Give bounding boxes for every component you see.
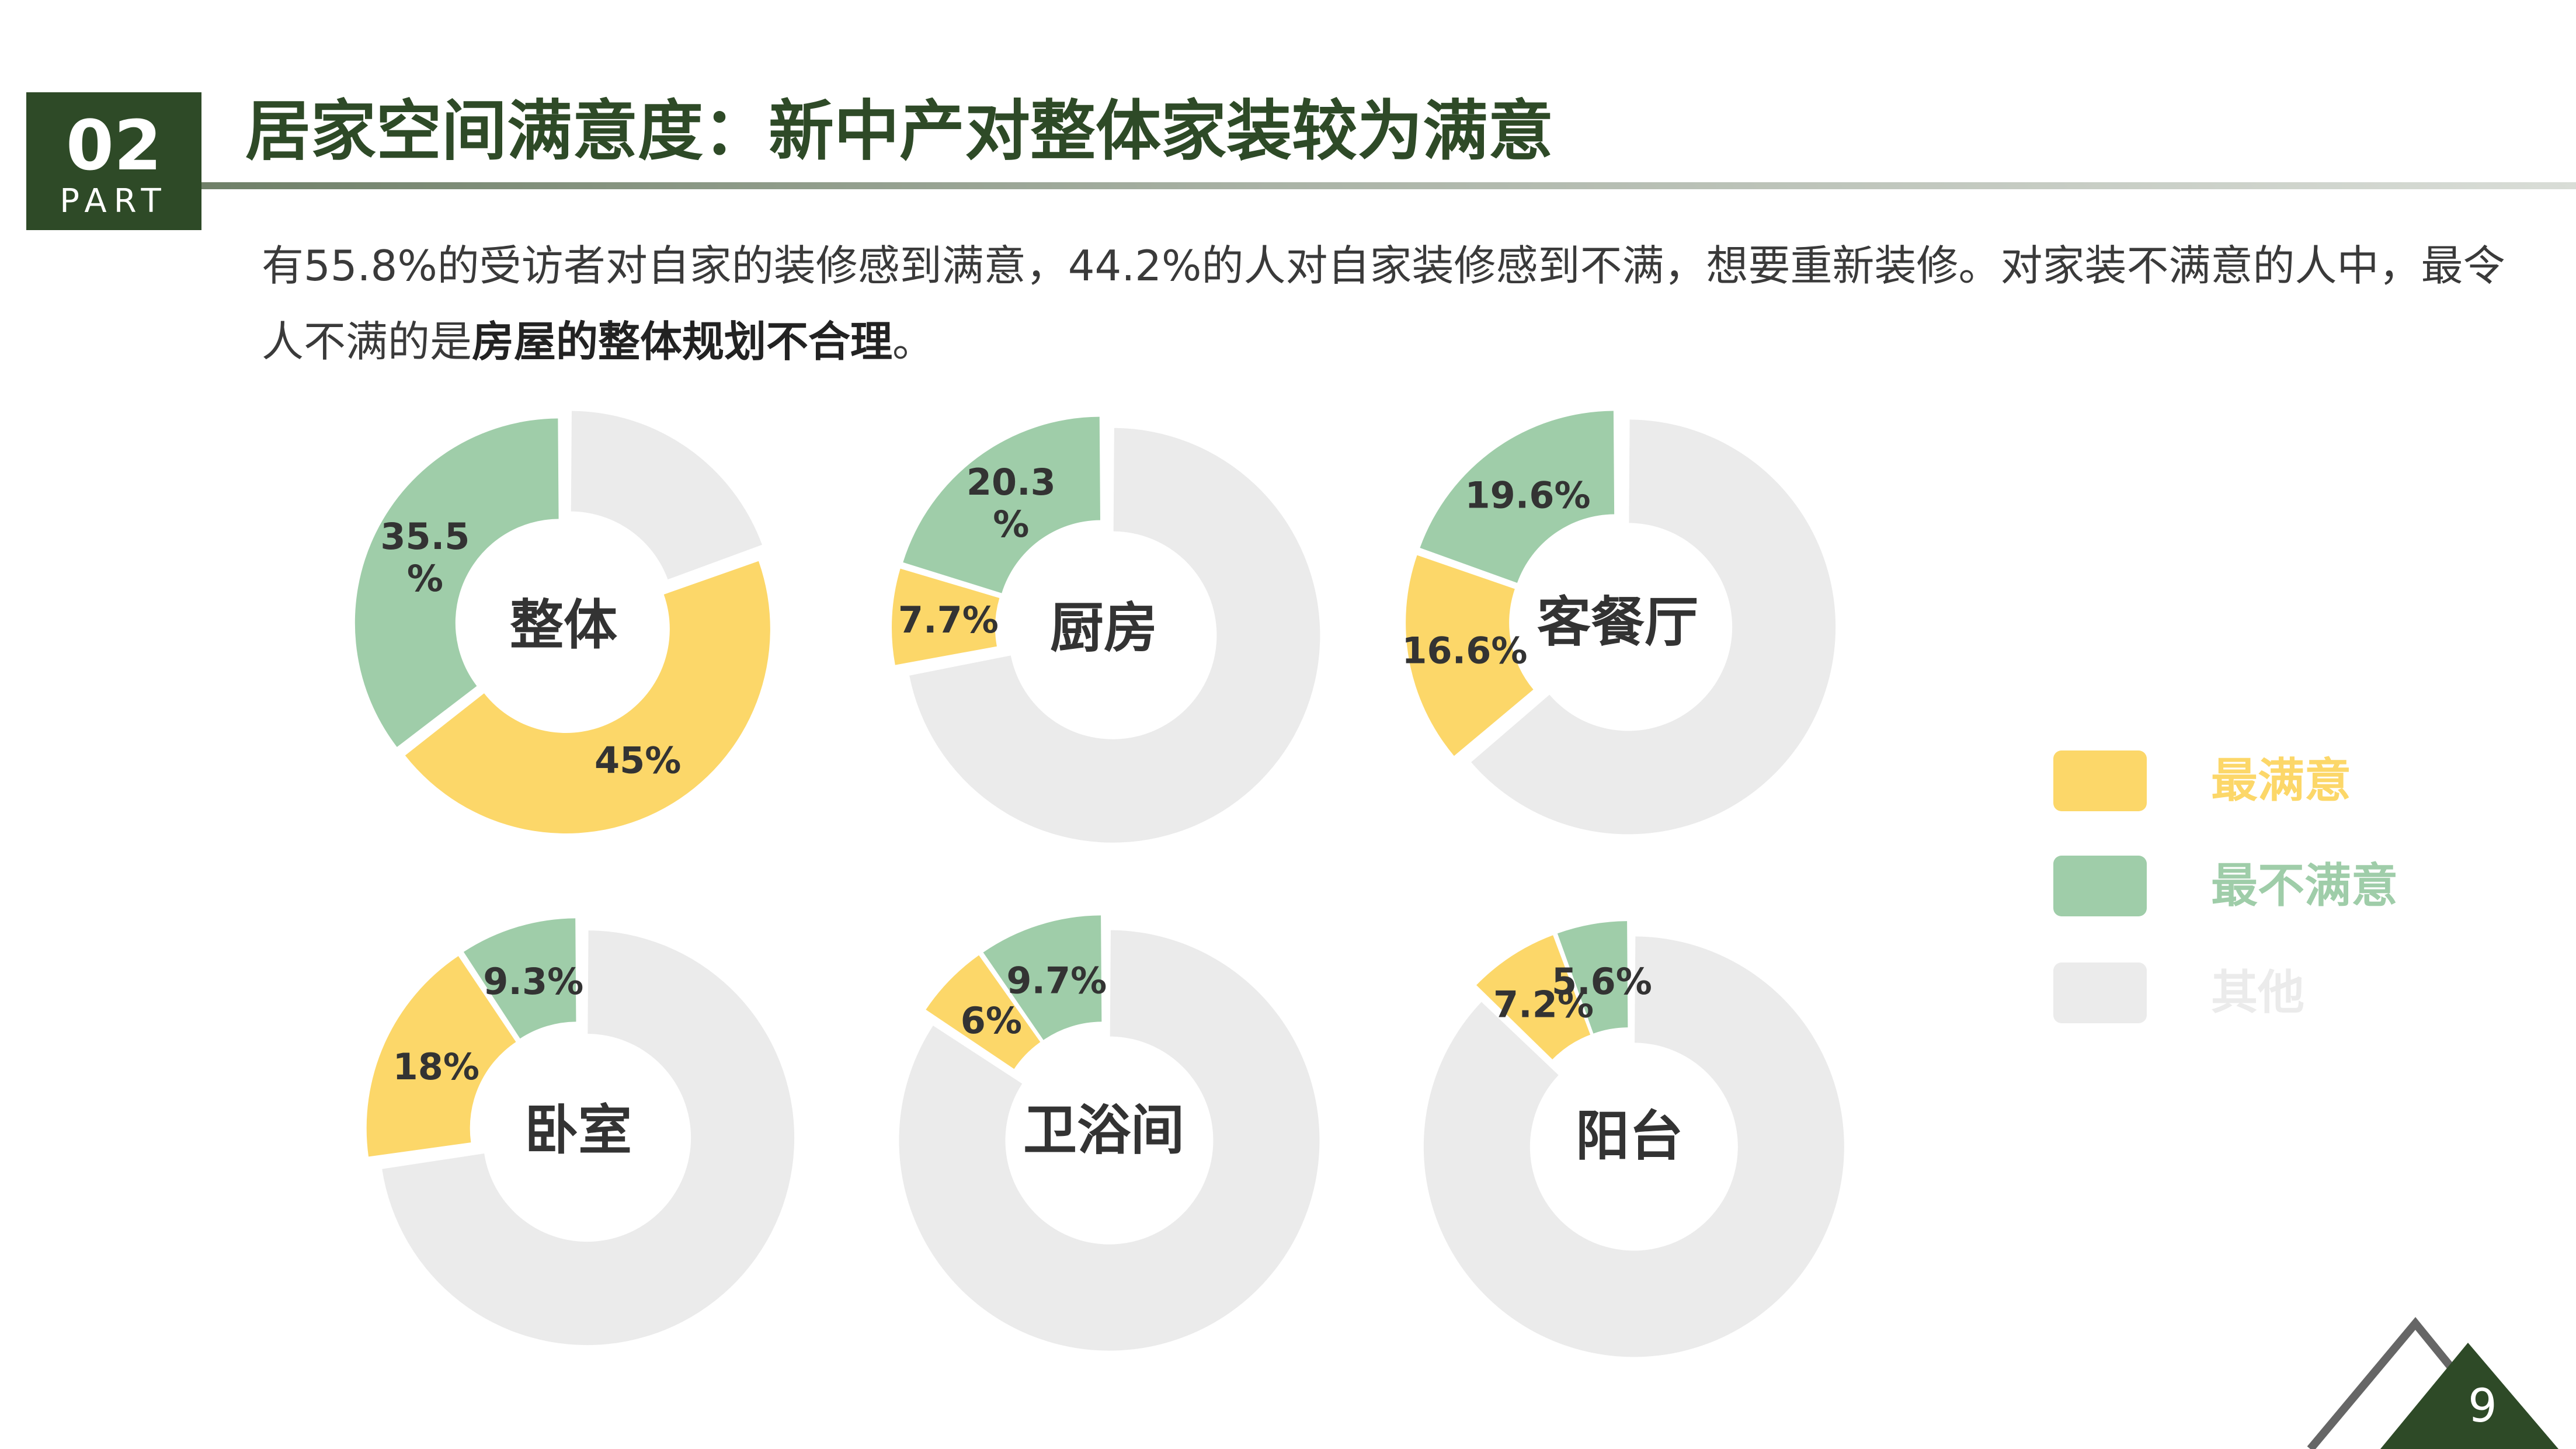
description-highlight: 房屋的整体规划不合理 bbox=[472, 317, 893, 366]
slice-kitchen-other bbox=[909, 428, 1320, 843]
center-label-overall: 整体 bbox=[510, 594, 617, 656]
slice-kitchen-satisfied bbox=[892, 568, 1000, 665]
pct-label-bathroom-satisfied: 6% bbox=[961, 999, 1022, 1042]
pct-label-kitchen-satisfied: 7.7% bbox=[898, 599, 999, 641]
page-title: 居家空间满意度：新中产对整体家装较为满意 bbox=[245, 93, 1553, 169]
legend-label-satisfied: 最满意 bbox=[2211, 753, 2351, 808]
donut-living-dining: 16.6% 19.6% 客餐厅 bbox=[1402, 411, 1836, 835]
donut-bathroom: 6%9.7% 卫浴间 bbox=[899, 915, 1320, 1351]
center-label-kitchen: 厨房 bbox=[1050, 597, 1157, 659]
center-label-living-dining: 客餐厅 bbox=[1537, 591, 1698, 654]
slice-bedroom-satisfied bbox=[366, 956, 516, 1157]
pct-label-bedroom-unsatisfied: 9.3% bbox=[483, 960, 583, 1003]
pct-label-balcony-satisfied: 7.2% bbox=[1493, 984, 1594, 1026]
pct-label-overall-unsatisfied: 35.5% bbox=[380, 515, 470, 600]
slice-bedroom-unsatisfied bbox=[463, 918, 576, 1039]
legend-swatch-satisfied bbox=[2053, 750, 2147, 811]
slice-living-dining-other bbox=[1471, 419, 1836, 835]
page-number: 9 bbox=[2468, 1380, 2497, 1433]
legend-label-other: 其他 bbox=[2211, 965, 2304, 1020]
donut-kitchen: 7.7% 20.3 % 厨房 bbox=[892, 416, 1320, 843]
donut-balcony: 7.2%5.6% 阳台 bbox=[1423, 921, 1844, 1357]
pct-label-living-dining-unsatisfied: 19.6% bbox=[1465, 474, 1591, 516]
legend-swatch-other bbox=[2053, 962, 2147, 1023]
slice-living-dining-satisfied bbox=[1406, 555, 1534, 756]
donut-bedroom: 18%9.3% 卧室 bbox=[366, 918, 795, 1346]
section-part-label: PART bbox=[60, 182, 168, 220]
slice-balcony-satisfied bbox=[1476, 935, 1591, 1059]
pct-label-kitchen-unsatisfied: 20.3% bbox=[967, 461, 1056, 545]
slice-overall-satisfied bbox=[405, 561, 770, 834]
corner-decoration bbox=[2307, 1317, 2558, 1449]
center-label-bedroom: 卧室 bbox=[524, 1099, 632, 1162]
pct-label-overall-satisfied: 45% bbox=[595, 739, 681, 781]
slice-living-dining-unsatisfied bbox=[1420, 411, 1615, 583]
description-end: 。 bbox=[892, 317, 935, 366]
legend-swatch-unsatisfied bbox=[2053, 856, 2147, 916]
slice-overall-unsatisfied bbox=[354, 418, 559, 748]
slice-kitchen-unsatisfied bbox=[903, 416, 1100, 593]
slice-bathroom-satisfied bbox=[926, 955, 1041, 1069]
pct-label-bathroom-unsatisfied: 9.7% bbox=[1006, 959, 1107, 1002]
corner-filled-triangle bbox=[2380, 1343, 2558, 1449]
description-text: 有55.8%的受访者对自家的装修感到满意，44.2%的人对自家装修感到不满，想要… bbox=[262, 241, 2505, 366]
description-paragraph: 有55.8%的受访者对自家的装修感到满意，44.2%的人对自家装修感到不满，想要… bbox=[262, 228, 2528, 380]
pct-label-living-dining-satisfied: 16.6% bbox=[1402, 629, 1527, 672]
legend-label-unsatisfied: 最不满意 bbox=[2211, 859, 2398, 913]
slice-bedroom-other bbox=[382, 930, 795, 1346]
slice-balcony-other bbox=[1423, 936, 1844, 1357]
center-label-balcony: 阳台 bbox=[1576, 1105, 1683, 1167]
donut-overall: 45% 35.5 % 整体 bbox=[354, 411, 770, 834]
title-divider bbox=[201, 182, 2576, 189]
slice-bathroom-other bbox=[899, 930, 1320, 1351]
slice-bathroom-unsatisfied bbox=[983, 915, 1102, 1040]
center-label-bathroom: 卫浴间 bbox=[1023, 1099, 1184, 1162]
pct-label-bedroom-satisfied: 18% bbox=[393, 1045, 479, 1088]
section-badge: 02 PART bbox=[26, 92, 201, 230]
slice-balcony-unsatisfied bbox=[1557, 921, 1628, 1034]
section-number: 02 bbox=[65, 105, 162, 186]
slice-overall-other bbox=[571, 411, 762, 580]
pct-label-balcony-unsatisfied: 5.6% bbox=[1552, 960, 1652, 1003]
